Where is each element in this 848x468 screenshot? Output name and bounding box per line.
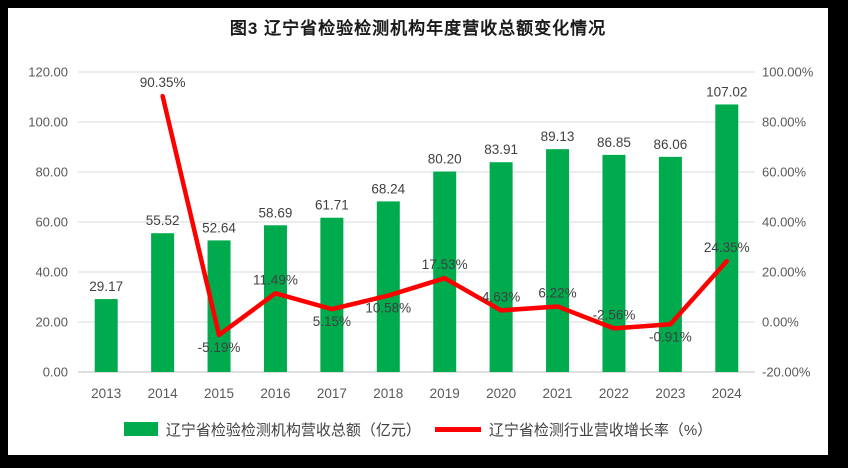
x-axis-label: 2023 xyxy=(655,386,685,401)
bar-value-label: 58.69 xyxy=(259,205,293,220)
line-point-label: 10.58% xyxy=(365,301,411,316)
bar-value-label: 61.71 xyxy=(315,198,349,213)
line-point-label: 6.22% xyxy=(538,285,576,300)
chart-title: 图3 辽宁省检验检测机构年度营收总额变化情况 xyxy=(229,19,607,38)
line-point-label: -2.56% xyxy=(593,307,636,322)
line-point-label: 24.35% xyxy=(704,240,750,255)
bar xyxy=(320,217,344,372)
x-axis-label: 2016 xyxy=(260,386,290,401)
legend: 辽宁省检验检测机构营收总额（亿元） 辽宁省检测行业营收增长率（%） xyxy=(8,412,828,446)
bar-value-label: 107.02 xyxy=(706,84,747,99)
right-axis-tick-label: -20.00% xyxy=(762,365,811,380)
x-axis-label: 2015 xyxy=(204,386,234,401)
bar-value-label: 83.91 xyxy=(484,142,518,157)
line-series-swatch xyxy=(434,426,481,432)
line-point-label: 90.35% xyxy=(140,75,186,90)
left-axis-tick-label: 20.00 xyxy=(35,315,68,330)
legend-label-growth: 辽宁省检测行业营收增长率（%） xyxy=(488,421,713,439)
right-axis-tick-label: 40.00% xyxy=(762,215,807,230)
line-point-label: 5.15% xyxy=(313,314,351,329)
line-point-label: 4.63% xyxy=(482,289,520,304)
bar-value-label: 80.20 xyxy=(428,152,462,167)
x-axis-label: 2018 xyxy=(373,386,403,401)
x-axis-label: 2024 xyxy=(712,386,743,401)
bar-value-label: 86.06 xyxy=(653,137,687,152)
bar-value-label: 52.64 xyxy=(202,220,236,235)
line-point-label: -5.19% xyxy=(198,340,241,355)
legend-label-revenue: 辽宁省检验检测机构营收总额（亿元） xyxy=(165,421,421,439)
line-point-label: -0.91% xyxy=(649,329,692,344)
x-axis-label: 2014 xyxy=(148,386,179,401)
bar xyxy=(715,104,739,372)
bar xyxy=(489,162,513,372)
left-axis-tick-label: 100.00 xyxy=(28,115,68,130)
bar xyxy=(94,299,118,372)
x-axis-label: 2019 xyxy=(430,386,460,401)
right-axis-tick-label: 0.00% xyxy=(762,315,799,330)
bar xyxy=(546,149,570,372)
left-axis-tick-label: 120.00 xyxy=(28,65,68,80)
legend-item-growth: 辽宁省检测行业营收增长率（%） xyxy=(434,419,713,440)
growth-line xyxy=(160,93,730,338)
bar xyxy=(602,154,626,372)
bar-value-label: 89.13 xyxy=(541,129,575,144)
right-axis-tick-label: 100.00% xyxy=(762,65,814,80)
bar-series-swatch xyxy=(123,422,158,436)
x-axis-label: 2020 xyxy=(486,386,516,401)
left-axis-tick-label: 0.00 xyxy=(43,365,68,380)
left-axis-tick-label: 80.00 xyxy=(35,165,68,180)
x-axis-label: 2022 xyxy=(599,386,629,401)
line-point-label: 17.53% xyxy=(422,257,468,272)
x-axis-label: 2013 xyxy=(91,386,121,401)
right-axis-tick-label: 20.00% xyxy=(762,265,807,280)
bar xyxy=(151,233,175,372)
x-axis-label: 2017 xyxy=(317,386,347,401)
right-axis-tick-label: 60.00% xyxy=(762,165,807,180)
bar xyxy=(263,225,287,372)
chart-svg: 120.00 100.00% 100.00 80.00% 80.00 60.00% 60.0… xyxy=(28,65,814,402)
left-axis-tick-label: 40.00 xyxy=(35,265,68,280)
bar-value-label: 55.52 xyxy=(146,213,180,228)
line-point-label: 11.49% xyxy=(253,272,298,287)
bar xyxy=(433,171,457,372)
bar xyxy=(207,240,231,372)
bar-value-label: 29.17 xyxy=(89,279,123,294)
bar-value-label: 68.24 xyxy=(371,181,405,196)
right-axis-tick-label: 80.00% xyxy=(762,115,807,130)
bar-value-label: 86.85 xyxy=(597,135,631,150)
bar xyxy=(376,201,400,372)
x-axis-label: 2021 xyxy=(543,386,573,401)
legend-item-revenue: 辽宁省检验检测机构营收总额（亿元） xyxy=(123,419,421,440)
left-axis-tick-label: 60.00 xyxy=(35,215,68,230)
